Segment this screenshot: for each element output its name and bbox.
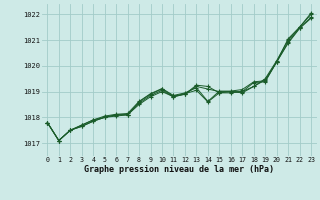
- X-axis label: Graphe pression niveau de la mer (hPa): Graphe pression niveau de la mer (hPa): [84, 165, 274, 174]
